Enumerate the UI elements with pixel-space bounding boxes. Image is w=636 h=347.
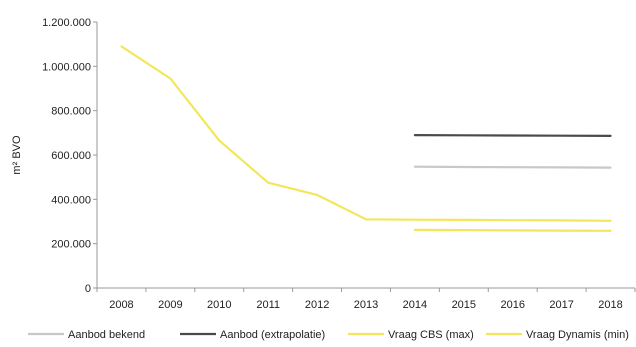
series-line-vraag-dynamis-min <box>413 228 612 232</box>
y-tick-label: 1.200.000 <box>42 17 91 29</box>
x-tick-label: 2014 <box>403 299 427 311</box>
legend: Aanbod bekend Aanbod (extrapolatie) Vraag … <box>28 329 629 341</box>
x-tick-labels: 2008 2009 2010 2011 2012 2013 2014 2015 2016 2017… <box>96 288 636 311</box>
x-tick-label: 2018 <box>598 299 622 311</box>
y-tick-label: 400.000 <box>51 194 91 206</box>
x-tick-label: 2015 <box>452 299 476 311</box>
x-tick-label: 2008 <box>109 299 133 311</box>
x-tick-label: 2017 <box>549 299 573 311</box>
series-line-vraag-cbs-max <box>120 45 612 222</box>
y-tick-label: 800.000 <box>51 106 91 118</box>
legend-label-aanbod-extrapolatie: Aanbod (extrapolatie) <box>220 329 325 341</box>
x-tick-label: 2016 <box>500 299 524 311</box>
x-tick-label: 2009 <box>158 299 182 311</box>
series-layer <box>120 45 612 232</box>
y-axis-label: m² BVO <box>11 135 23 175</box>
x-tick-label: 2012 <box>305 299 329 311</box>
y-tick-label: 200.000 <box>51 239 91 251</box>
x-tick-label: 2011 <box>256 299 280 311</box>
y-tick-labels: 0 200.000 400.000 600.000 800.000 1.000.000 1.… <box>42 17 97 295</box>
legend-label-vraag-dynamis-min: Vraag Dynamis (min) <box>526 329 629 341</box>
legend-label-aanbod-bekend: Aanbod bekend <box>68 329 145 341</box>
x-tick-label: 2010 <box>207 299 231 311</box>
y-tick-label: 1.000.000 <box>42 61 91 73</box>
y-tick-label: 600.000 <box>51 150 91 162</box>
y-tick-label: 0 <box>85 283 91 295</box>
x-tick-label: 2013 <box>354 299 378 311</box>
series-line-aanbod-bekend <box>413 165 612 169</box>
legend-label-vraag-cbs-max: Vraag CBS (max) <box>388 329 474 341</box>
series-line-aanbod-extrapolatie <box>413 134 612 137</box>
